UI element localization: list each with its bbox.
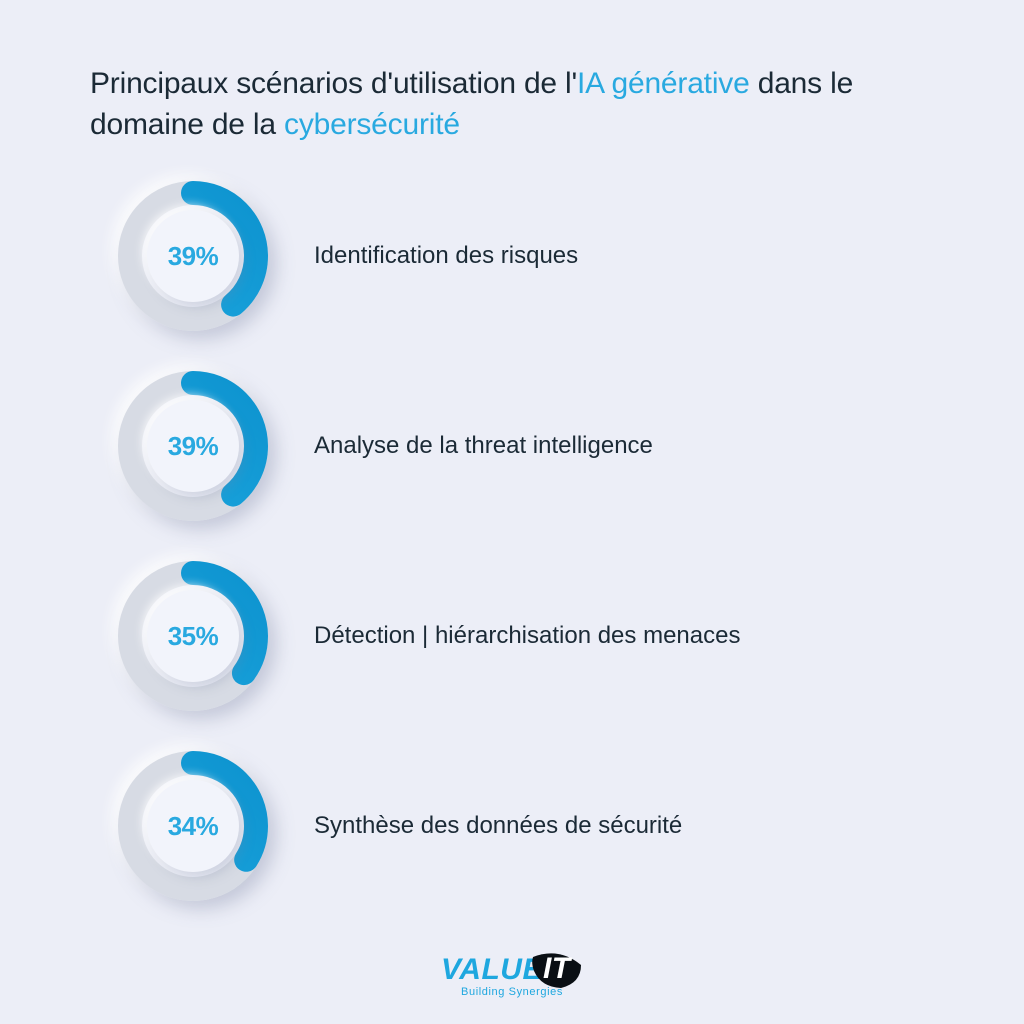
logo: VALUE IT Building Synergies (441, 951, 583, 998)
metric-label: Détection | hiérarchisation des menaces (314, 622, 740, 650)
donut-percent: 34% (168, 811, 219, 842)
donut-center: 39% (147, 400, 239, 492)
metric-row: 35% Détection | hiérarchisation des mena… (118, 561, 934, 711)
title-highlight-1: IA générative (577, 67, 750, 100)
title-prefix: Principaux scénarios d'utilisation de l' (90, 67, 577, 100)
donut-center: 35% (147, 590, 239, 682)
metric-label: Synthèse des données de sécurité (314, 812, 682, 840)
donut-percent: 39% (168, 241, 219, 272)
infographic-page: Principaux scénarios d'utilisation de l'… (0, 0, 1024, 1024)
logo-swoosh-icon: IT (531, 951, 583, 989)
donut-center: 39% (147, 210, 239, 302)
metric-rows: 39% Identification des risques 39% Analy (90, 181, 934, 901)
page-title: Principaux scénarios d'utilisation de l'… (90, 64, 934, 145)
metric-row: 34% Synthèse des données de sécurité (118, 751, 934, 901)
logo-wordmark: VALUE IT (441, 951, 583, 989)
metric-label: Identification des risques (314, 242, 578, 270)
metric-row: 39% Identification des risques (118, 181, 934, 331)
donut-center: 34% (147, 780, 239, 872)
donut-chart: 34% (118, 751, 268, 901)
donut-percent: 39% (168, 431, 219, 462)
donut-chart: 35% (118, 561, 268, 711)
metric-label: Analyse de la threat intelligence (314, 432, 653, 460)
donut-chart: 39% (118, 371, 268, 521)
logo-value-text: VALUE (441, 953, 543, 987)
donut-chart: 39% (118, 181, 268, 331)
metric-row: 39% Analyse de la threat intelligence (118, 371, 934, 521)
donut-percent: 35% (168, 621, 219, 652)
logo-it-text: IT (543, 952, 571, 986)
title-highlight-2: cybersécurité (284, 108, 460, 141)
